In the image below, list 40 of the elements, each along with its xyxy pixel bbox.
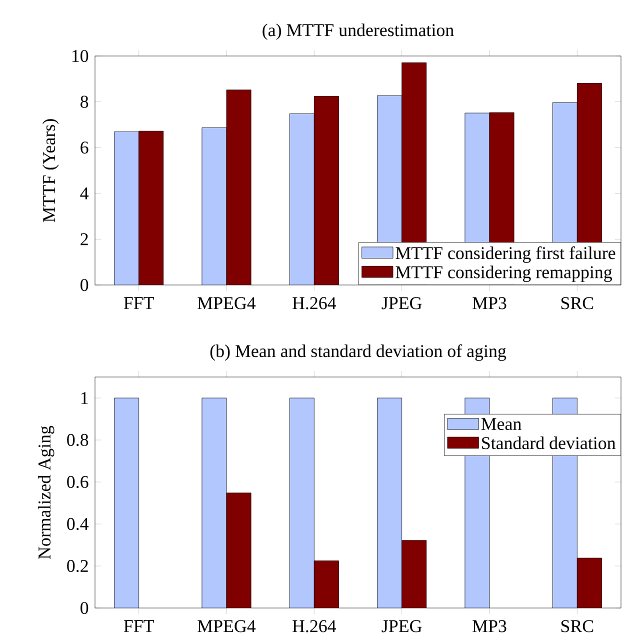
y-tick-label: 0	[80, 602, 88, 614]
y-tick-label: 0.2	[67, 560, 88, 572]
chart-title: (b) Mean and standard deviation of aging	[210, 344, 506, 361]
legend-label: MTTF considering remapping	[396, 266, 612, 282]
y-tick-label: 2	[80, 233, 88, 246]
y-axis-title: Normalized Aging	[38, 426, 54, 559]
y-tick-label: 10	[72, 50, 88, 62]
legend-label: MTTF considering first failure	[396, 246, 616, 263]
x-tick-label: MP3	[472, 297, 506, 310]
bar	[226, 492, 252, 608]
y-tick-label: 0.6	[67, 476, 88, 488]
x-tick-label: MPEG4	[198, 297, 256, 310]
bar	[114, 398, 140, 608]
x-tick-label: MP3	[472, 620, 506, 632]
y-tick-label: 4	[80, 187, 89, 200]
x-tick-label: JPEG	[382, 297, 422, 310]
bar	[202, 398, 227, 608]
bar	[377, 398, 402, 608]
bar	[402, 540, 427, 608]
x-tick-label: SRC	[561, 620, 594, 632]
x-tick-label: FFT	[124, 297, 154, 309]
y-axis-title: MTTF (Years)	[42, 119, 59, 222]
bar	[576, 558, 602, 608]
bar	[289, 398, 314, 608]
y-tick-label: 0	[80, 278, 88, 292]
y-tick-label: 6	[80, 142, 88, 154]
x-tick-label: H.264	[292, 297, 336, 310]
bar	[314, 560, 339, 608]
y-tick-label: 0.4	[67, 518, 89, 530]
x-tick-label: SRC	[561, 297, 594, 310]
y-tick-label: 1	[81, 392, 88, 404]
x-tick-label: JPEG	[382, 620, 422, 632]
y-tick-label: 0.8	[67, 434, 88, 446]
x-tick-label: FFT	[124, 620, 154, 632]
y-tick-label: 8	[80, 96, 88, 108]
legend-label: Mean	[481, 418, 522, 430]
chart-title: (a) MTTF underestimation	[262, 24, 454, 40]
legend-label: Standard deviation	[482, 436, 616, 450]
x-tick-label: MPEG4	[198, 620, 256, 632]
x-tick-label: H.264	[292, 620, 336, 632]
